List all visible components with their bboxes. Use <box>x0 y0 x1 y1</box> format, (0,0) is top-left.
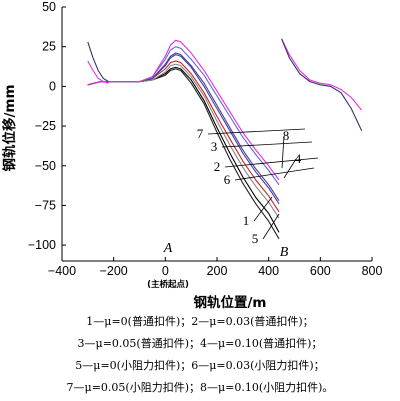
right-segment-magenta <box>281 38 363 111</box>
legend-line-1: 1—μ=0(普通扣件)；2—μ=0.03(普通扣件)； <box>86 315 314 328</box>
series-line-7 <box>87 54 280 205</box>
y-tick-label: 0 <box>49 79 56 93</box>
series-leader-7 <box>207 128 306 135</box>
y-tick-label: −50 <box>35 159 56 173</box>
x-tick-label: 800 <box>362 264 383 278</box>
series-label-3: 3 <box>211 139 218 154</box>
left-stub-dark <box>87 41 109 83</box>
axes <box>61 7 372 262</box>
x-tick-label: 400 <box>258 264 279 278</box>
y-tick-label: −75 <box>35 198 56 212</box>
series-label-6: 6 <box>224 172 231 187</box>
x-tick-label: −200 <box>100 264 128 278</box>
series-label-7: 7 <box>197 126 204 141</box>
series-label-5: 5 <box>252 231 259 246</box>
ticks <box>61 6 373 261</box>
series-leader-8 <box>281 135 285 169</box>
series-line-5 <box>87 68 280 240</box>
series-label-2: 2 <box>214 159 221 174</box>
point-b-label: B <box>280 245 289 260</box>
series-leader-5 <box>262 213 280 240</box>
bridge-start-note: (主桥起点) <box>147 279 189 290</box>
left-stub-magenta <box>87 60 109 84</box>
y-axis-title: 钢轨位移/mm <box>1 84 18 171</box>
x-tick-label: 600 <box>310 264 331 278</box>
series-leader-6 <box>234 167 315 181</box>
legend-line-2: 3—μ=0.05(普通扣件)；4—μ=0.10(普通扣件)； <box>77 337 323 350</box>
series-label-4: 4 <box>295 151 302 166</box>
series-leader-1 <box>253 196 273 222</box>
series-leader-2 <box>224 157 319 168</box>
series-label-8: 8 <box>283 128 290 143</box>
legend-line-3: 5—μ=0(小阻力扣件)；6—μ=0.03(小阻力扣件)； <box>75 359 325 372</box>
point-a-label: A <box>163 241 173 256</box>
y-tick-label: 25 <box>42 40 56 54</box>
y-tick-label: 50 <box>42 0 56 14</box>
y-tick-label: −100 <box>28 238 56 252</box>
x-tick-label: −400 <box>48 264 76 278</box>
y-tick-label: −25 <box>35 119 56 133</box>
plot-lines <box>87 38 363 240</box>
x-tick-label: 0 <box>162 264 169 278</box>
right-segment-dark <box>281 38 363 132</box>
series-leader-3 <box>221 141 313 148</box>
series-leader-4 <box>283 158 297 179</box>
legend-line-4: 7—μ=0.05(小阻力扣件)；8—μ=0.10(小阻力扣件)。 <box>66 381 334 394</box>
series-label-1: 1 <box>243 213 250 228</box>
x-axis-title: 钢轨位置/m <box>194 294 267 311</box>
x-tick-label: 200 <box>207 264 228 278</box>
series-line-8 <box>87 39 280 181</box>
series-line-1 <box>87 66 280 233</box>
series-labels: 1 2 3 4 5 6 7 8 <box>197 126 319 246</box>
